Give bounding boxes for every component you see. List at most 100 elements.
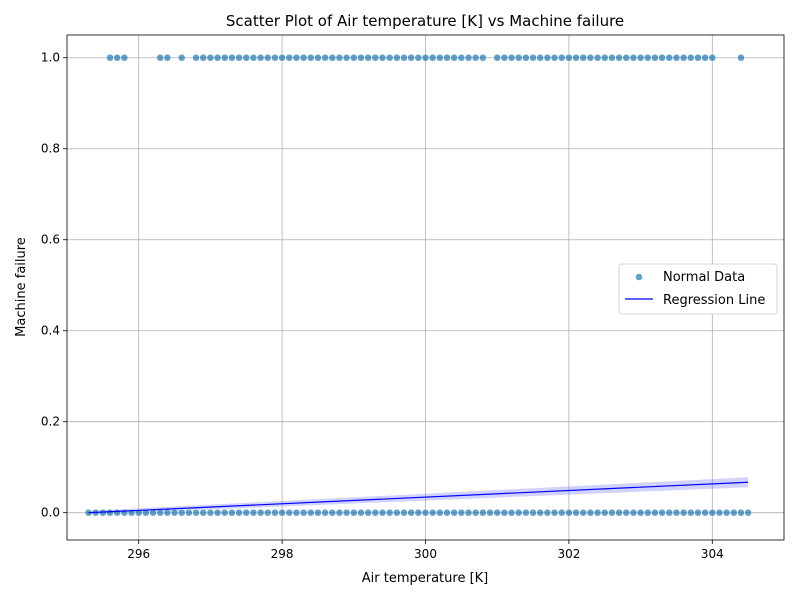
data-point — [608, 53, 616, 62]
data-point — [206, 508, 215, 517]
data-point — [113, 508, 121, 517]
data-point — [651, 53, 659, 62]
data-point — [744, 508, 752, 517]
data-point — [385, 53, 394, 62]
data-point — [421, 508, 430, 517]
data-point — [400, 53, 408, 62]
x-tick-label: 296 — [127, 547, 150, 561]
data-point — [393, 508, 401, 517]
legend-box — [618, 263, 778, 315]
data-point — [220, 508, 229, 517]
data-point — [271, 508, 279, 517]
data-point — [199, 53, 207, 62]
data-point — [457, 53, 466, 62]
y-axis-label: Machine failure — [14, 237, 29, 337]
data-point — [428, 53, 437, 62]
data-point — [307, 53, 315, 62]
data-point — [608, 508, 616, 517]
chart-title: Scatter Plot of Air temperature [K] vs M… — [226, 12, 624, 30]
data-point — [220, 53, 229, 62]
data-point — [514, 53, 523, 62]
data-point — [479, 53, 487, 62]
data-point — [694, 53, 702, 62]
data-point — [443, 508, 451, 517]
data-point — [278, 508, 286, 517]
data-point — [335, 508, 344, 517]
data-point — [550, 53, 559, 62]
data-point — [636, 53, 645, 62]
data-point — [192, 53, 200, 62]
data-point — [342, 53, 351, 62]
data-point — [722, 508, 731, 517]
regression-line — [88, 481, 749, 514]
data-point — [199, 508, 207, 517]
data-point — [737, 53, 745, 62]
data-point — [314, 508, 322, 517]
data-point — [586, 508, 595, 517]
data-point — [550, 508, 559, 517]
data-point — [536, 508, 544, 517]
data-point — [629, 53, 638, 62]
data-point — [708, 53, 717, 62]
data-point — [256, 508, 265, 517]
data-point — [350, 53, 358, 62]
x-tick-label: 304 — [701, 547, 724, 561]
data-point — [450, 508, 458, 517]
data-point — [357, 508, 365, 517]
x-axis-label: Air temperature [K] — [362, 571, 489, 586]
data-point — [636, 508, 645, 517]
data-point — [321, 508, 329, 517]
data-point — [321, 53, 329, 62]
data-point — [701, 508, 709, 517]
data-point — [299, 53, 308, 62]
data-point — [450, 53, 458, 62]
data-point — [285, 508, 294, 517]
y-tick-label: 0.8 — [41, 142, 60, 156]
x-tick-label: 300 — [414, 547, 437, 561]
data-point — [307, 508, 315, 517]
data-point — [514, 508, 523, 517]
regression-line-layer — [88, 481, 749, 514]
x-tick-label: 302 — [557, 547, 580, 561]
data-point — [543, 53, 552, 62]
data-point — [436, 53, 444, 62]
data-point — [622, 53, 631, 62]
data-point — [378, 508, 387, 517]
data-point — [278, 53, 286, 62]
data-point — [529, 508, 537, 517]
data-point — [393, 53, 401, 62]
data-point — [242, 53, 250, 62]
data-point — [687, 53, 695, 62]
data-point — [493, 53, 501, 62]
data-point — [658, 53, 666, 62]
data-point — [120, 53, 129, 62]
data-point — [407, 508, 415, 517]
data-point — [443, 53, 451, 62]
data-point — [256, 53, 265, 62]
data-point — [629, 508, 638, 517]
data-point — [471, 53, 480, 62]
data-point — [565, 53, 573, 62]
data-point — [414, 53, 423, 62]
data-point — [658, 508, 666, 517]
data-point — [163, 53, 172, 62]
data-point — [414, 508, 423, 517]
data-point — [672, 508, 681, 517]
data-point — [185, 508, 193, 517]
data-point — [106, 53, 114, 62]
data-point — [579, 508, 587, 517]
data-point — [364, 508, 372, 517]
data-point — [299, 508, 308, 517]
data-point — [557, 53, 566, 62]
data-point — [400, 508, 408, 517]
y-tick-label: 0.2 — [41, 415, 60, 429]
data-point — [665, 53, 674, 62]
data-point — [264, 53, 272, 62]
data-point — [106, 508, 114, 517]
data-point — [156, 53, 164, 62]
data-point — [565, 508, 573, 517]
data-point — [644, 53, 652, 62]
data-point — [292, 53, 301, 62]
data-point — [378, 53, 387, 62]
